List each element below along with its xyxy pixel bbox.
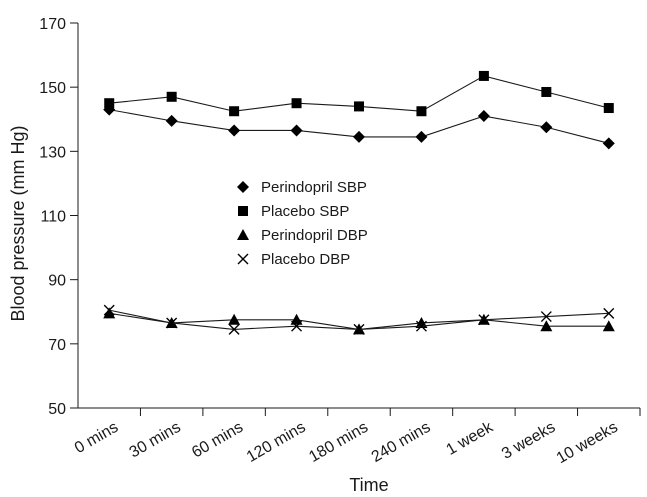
legend-cross-marker <box>237 253 249 265</box>
cross-marker <box>291 320 303 332</box>
legend-label: Placebo SBP <box>261 203 349 220</box>
cross-marker <box>478 314 490 326</box>
x-axis-label: Time <box>349 475 388 495</box>
legend-diamond-marker <box>237 181 249 193</box>
series-layer <box>103 70 615 335</box>
cross-marker <box>603 307 615 319</box>
x-tick-label: 120 mins <box>244 419 309 466</box>
legend-triangle-marker <box>237 229 249 240</box>
series-square <box>104 70 614 117</box>
triangle-marker <box>228 313 241 325</box>
triangle-marker <box>540 320 553 332</box>
triangle-marker <box>602 320 615 332</box>
cross-marker <box>353 323 365 335</box>
diamond-marker <box>540 121 553 134</box>
cross-marker <box>415 320 427 332</box>
triangle-marker <box>103 307 116 319</box>
square-marker <box>166 91 177 102</box>
x-tick-label: 10 weeks <box>554 419 621 468</box>
legend-label: Perindopril DBP <box>261 227 368 244</box>
y-tick-label: 70 <box>48 337 66 354</box>
y-tick-label: 110 <box>40 209 66 226</box>
x-tick-label: 0 mins <box>72 419 121 457</box>
y-tick-label: 50 <box>48 401 66 418</box>
series-diamond <box>103 103 615 150</box>
y-tick-label: 90 <box>48 273 66 290</box>
x-tick-label: 180 mins <box>306 419 371 466</box>
x-tick-label: 3 weeks <box>499 419 558 463</box>
cross-marker <box>166 317 178 329</box>
square-marker <box>291 98 302 109</box>
cross-marker <box>228 323 240 335</box>
y-ticks: 50 70 90 110 130 150 170 <box>39 16 78 418</box>
x-tick-label: 1 week <box>443 418 496 459</box>
diamond-marker <box>602 137 615 150</box>
square-marker <box>354 101 364 112</box>
square-marker <box>541 86 552 97</box>
square-marker <box>478 70 489 81</box>
diamond-marker <box>477 110 490 123</box>
diamond-marker <box>290 124 303 137</box>
square-marker <box>416 106 427 117</box>
diamond-marker <box>165 114 178 127</box>
cross-marker <box>540 311 552 323</box>
square-marker <box>104 98 115 109</box>
y-axis-label: Blood pressure (mm Hg) <box>8 125 28 321</box>
x-tick-label: 240 mins <box>369 419 434 466</box>
x-tick-label: 30 mins <box>127 419 184 462</box>
legend: Perindopril SBP Placebo SBP Perindopril DB… <box>228 171 393 275</box>
square-marker <box>603 103 614 114</box>
triangle-marker <box>290 313 303 325</box>
diamond-marker <box>353 130 365 143</box>
legend-label: Perindopril SBP <box>261 179 367 196</box>
triangle-marker <box>415 316 428 328</box>
legend-label: Placebo DBP <box>261 251 350 268</box>
series-cross <box>103 304 615 335</box>
legend-square-marker <box>238 206 248 216</box>
legend-box <box>228 171 393 275</box>
y-tick-label: 150 <box>39 80 66 97</box>
x-tick-label: 60 mins <box>189 419 246 462</box>
diamond-marker <box>415 130 428 143</box>
y-tick-label: 170 <box>39 16 66 33</box>
square-marker <box>229 106 240 117</box>
y-tick-label: 130 <box>39 144 66 161</box>
diamond-marker <box>228 124 241 137</box>
cross-marker <box>103 304 115 316</box>
